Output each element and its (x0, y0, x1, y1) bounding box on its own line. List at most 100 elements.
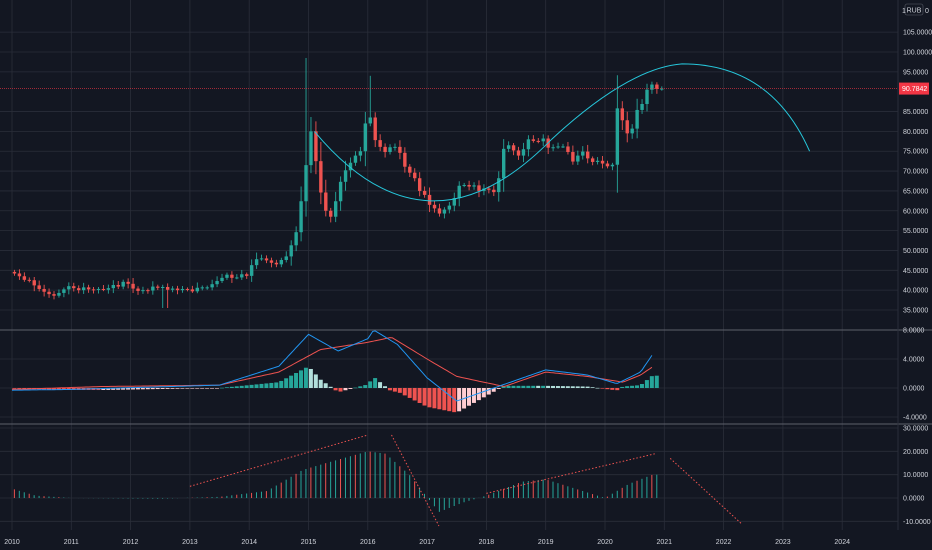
candle-body[interactable] (353, 155, 358, 163)
candle-body[interactable] (531, 139, 536, 141)
candle-body[interactable] (650, 84, 654, 90)
candle-body[interactable] (269, 260, 274, 263)
candle-body[interactable] (348, 162, 353, 171)
candle-body[interactable] (501, 148, 506, 179)
candle-body[interactable] (432, 204, 437, 209)
candle-body[interactable] (497, 178, 501, 193)
candle-body[interactable] (185, 288, 190, 290)
candle-body[interactable] (600, 160, 605, 164)
candle-body[interactable] (116, 284, 120, 287)
candle-body[interactable] (333, 201, 338, 217)
candle-body[interactable] (96, 288, 101, 290)
pane-dividers[interactable] (0, 329, 932, 425)
candle-body[interactable] (200, 287, 204, 289)
candle-body[interactable] (447, 205, 452, 210)
candle-body[interactable] (77, 288, 81, 291)
candle-body[interactable] (338, 181, 343, 202)
candle-body[interactable] (27, 279, 31, 281)
candle-body[interactable] (511, 145, 516, 151)
candle-body[interactable] (126, 281, 130, 284)
projection-arc[interactable] (551, 63, 811, 152)
candle-body[interactable] (467, 184, 471, 187)
candle-body[interactable] (615, 108, 620, 165)
cup-arc[interactable] (314, 131, 552, 202)
candle-body[interactable] (403, 152, 407, 167)
candle-body[interactable] (215, 281, 219, 285)
trend-line-falling-2[interactable] (669, 457, 742, 525)
price-pane[interactable] (0, 57, 898, 309)
candle-body[interactable] (240, 274, 244, 278)
candle-body[interactable] (521, 149, 526, 156)
oscillator-pane[interactable] (13, 434, 742, 527)
candle-body[interactable] (413, 172, 417, 179)
candle-body[interactable] (576, 155, 580, 162)
candle-body[interactable] (67, 286, 71, 290)
candle-body[interactable] (190, 289, 195, 292)
candle-body[interactable] (111, 284, 116, 289)
candle-body[interactable] (254, 259, 259, 266)
candle-body[interactable] (635, 109, 639, 129)
currency-badge[interactable] (904, 3, 924, 16)
candle-body[interactable] (571, 152, 575, 162)
candle-body[interactable] (477, 185, 481, 191)
candle-body[interactable] (373, 117, 377, 141)
candle-body[interactable] (225, 274, 229, 278)
candle-body[interactable] (161, 286, 165, 288)
candle-body[interactable] (427, 194, 432, 205)
candle-body[interactable] (595, 160, 600, 162)
trend-line-rising-2[interactable] (486, 453, 656, 494)
candle-body[interactable] (165, 286, 170, 290)
candle-body[interactable] (62, 289, 66, 293)
candle-body[interactable] (452, 198, 456, 206)
candle-body[interactable] (541, 138, 545, 142)
candle-body[interactable] (492, 189, 496, 193)
candle-body[interactable] (259, 258, 264, 260)
candle-body[interactable] (230, 274, 234, 278)
candle-body[interactable] (264, 258, 269, 261)
candle-body[interactable] (378, 140, 382, 147)
candle-body[interactable] (645, 89, 649, 104)
candle-body[interactable] (220, 277, 224, 282)
candle-body[interactable] (462, 184, 466, 186)
candle-body[interactable] (625, 120, 629, 134)
candle-body[interactable] (398, 146, 402, 153)
candle-body[interactable] (561, 146, 565, 148)
candle-body[interactable] (195, 287, 200, 292)
candle-body[interactable] (72, 286, 76, 289)
candle-body[interactable] (506, 145, 511, 149)
candle-body[interactable] (284, 256, 288, 260)
candle-body[interactable] (22, 276, 27, 280)
candle-body[interactable] (81, 287, 86, 291)
candle-body[interactable] (388, 147, 392, 153)
candle-body[interactable] (383, 146, 387, 153)
candle-body[interactable] (146, 290, 150, 292)
candle-body[interactable] (86, 287, 91, 290)
candle-body[interactable] (52, 294, 56, 296)
price-axis[interactable]: 105.0000 100.0000 95.0000 85.0000 80.0000 75.… (899, 30, 932, 526)
candle-body[interactable] (566, 146, 570, 153)
candle-body[interactable] (358, 151, 363, 156)
candle-body[interactable] (131, 283, 135, 289)
candle-body[interactable] (487, 188, 491, 190)
candle-body[interactable] (175, 288, 180, 291)
candle-body[interactable] (180, 288, 185, 291)
candle-body[interactable] (304, 165, 308, 202)
candle-body[interactable] (47, 291, 51, 295)
macd-line[interactable] (11, 330, 653, 402)
candle-body[interactable] (536, 140, 540, 142)
candle-body[interactable] (442, 209, 447, 214)
candle-body[interactable] (324, 192, 328, 211)
candle-body[interactable] (235, 277, 239, 279)
current-price-tag[interactable] (899, 82, 929, 95)
candle-body[interactable] (417, 178, 422, 191)
candle-body[interactable] (422, 190, 427, 195)
candle-body[interactable] (343, 170, 348, 182)
candle-body[interactable] (101, 288, 106, 290)
candle-body[interactable] (472, 185, 476, 187)
candle-body[interactable] (289, 245, 293, 257)
macd-pane[interactable] (11, 330, 659, 413)
candle-body[interactable] (17, 273, 22, 277)
candle-body[interactable] (660, 88, 664, 90)
candle-body[interactable] (457, 185, 461, 199)
